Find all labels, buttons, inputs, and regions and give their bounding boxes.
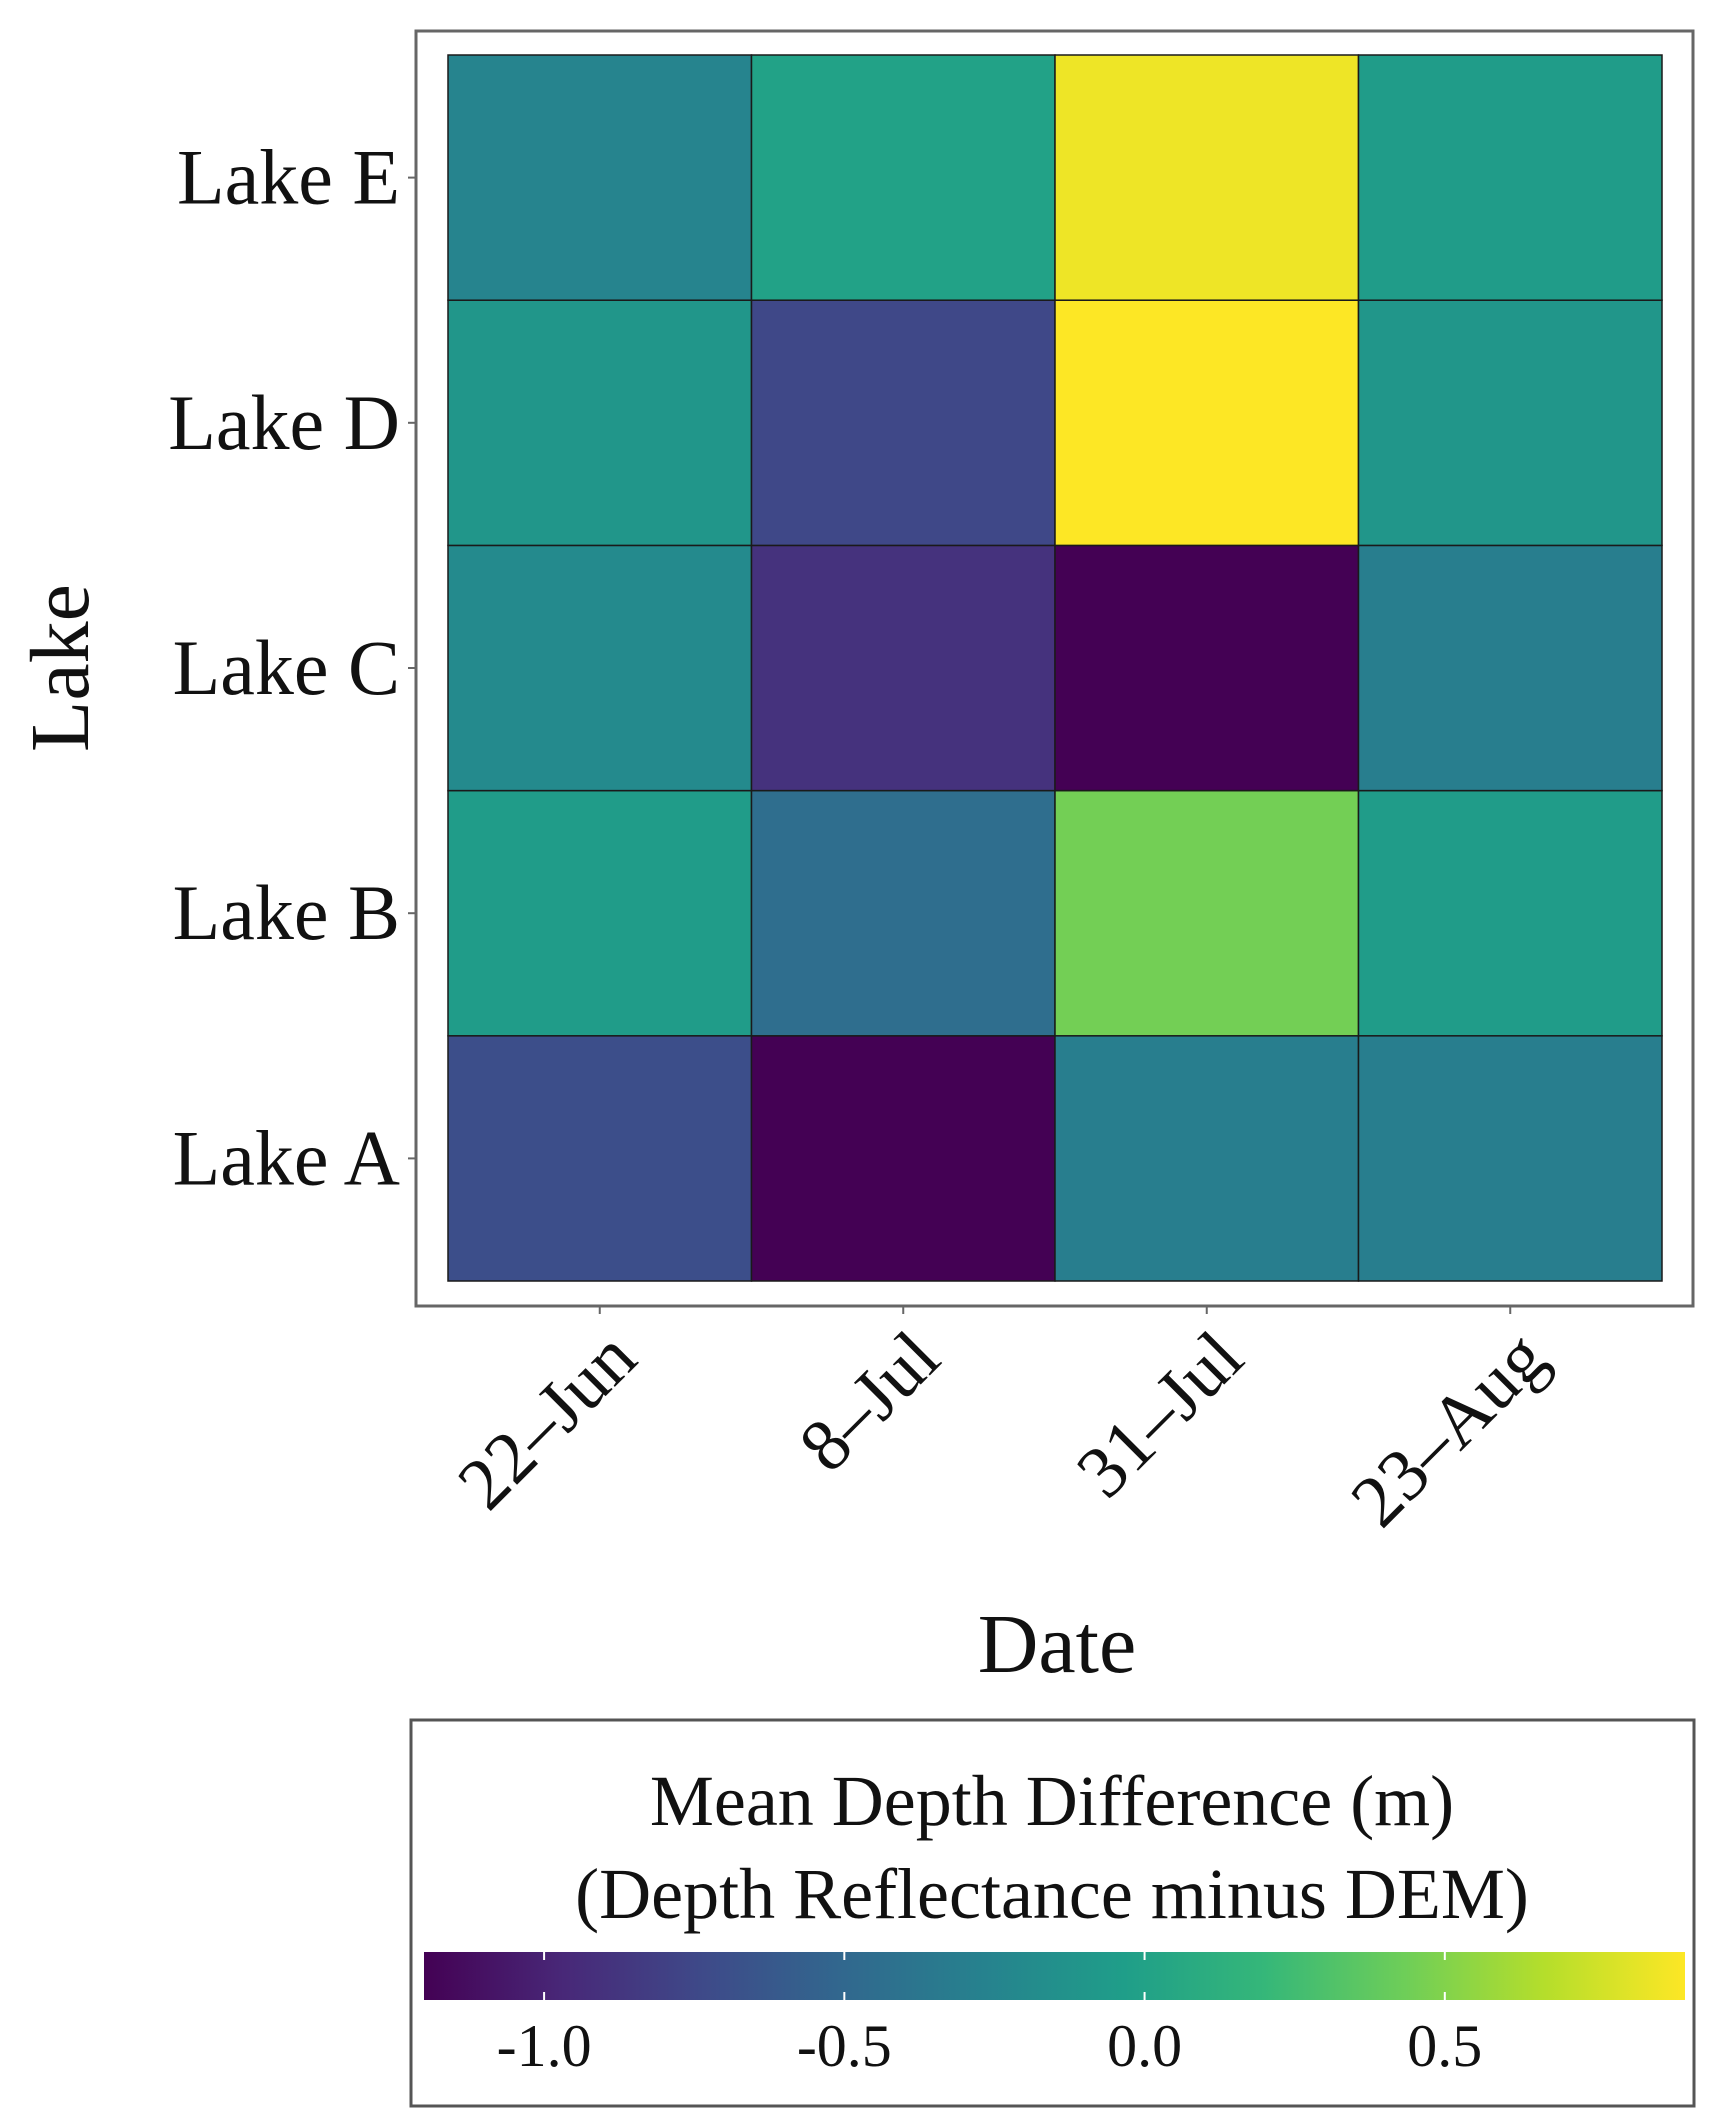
x-tick-label: 22–Jun — [443, 1316, 652, 1525]
heatmap-cells — [447, 54, 1663, 1282]
colorbar-tick-label: -0.5 — [797, 2013, 892, 2079]
y-tick-labels: Lake A Lake B Lake C Lake D Lake E — [168, 134, 400, 1202]
colorbar-tick-label: 0.0 — [1107, 2013, 1182, 2079]
legend-title-line1: Mean Depth Difference (m) — [650, 1761, 1454, 1841]
heatmap-cell-lake-c-3 — [1357, 544, 1663, 792]
heatmap-cell-lake-e-1 — [750, 54, 1056, 301]
heatmap-cell-lake-b-0 — [447, 789, 753, 1037]
heatmap-cell-lake-c-1 — [750, 544, 1056, 792]
x-tick-labels: 22–Jun 8–Jul 31–Jul 23–Aug — [443, 1316, 1563, 1543]
heatmap-cell-lake-b-3 — [1357, 789, 1663, 1037]
legend-title-line2: (Depth Reflectance minus DEM) — [575, 1854, 1529, 1934]
heatmap-cell-lake-e-2 — [1054, 54, 1360, 301]
heatmap-cell-lake-e-0 — [447, 54, 753, 301]
heatmap-cell-lake-d-0 — [447, 299, 753, 547]
heatmap-cell-lake-a-2 — [1054, 1035, 1360, 1282]
y-tick-label: Lake E — [177, 134, 400, 221]
y-tick-label: Lake B — [173, 869, 400, 956]
x-axis-title: Date — [978, 1598, 1137, 1691]
heatmap-cell-lake-d-2 — [1054, 299, 1360, 547]
heatmap-cell-lake-c-0 — [447, 544, 753, 792]
legend-box — [409, 1718, 1696, 2108]
heatmap-cell-lake-d-3 — [1357, 299, 1663, 547]
heatmap-cell-lake-b-1 — [750, 789, 1056, 1037]
tick-marks — [408, 176, 1512, 1314]
heatmap-cell-lake-e-3 — [1357, 54, 1663, 301]
heatmap-cell-lake-a-3 — [1357, 1035, 1663, 1282]
y-tick-label: Lake A — [173, 1114, 400, 1201]
heatmap-cell-lake-b-2 — [1054, 789, 1360, 1037]
colorbar — [424, 1952, 1685, 2000]
heatmap-cell-lake-a-0 — [447, 1035, 753, 1282]
x-tick-label: 23–Aug — [1336, 1316, 1563, 1543]
y-tick-label: Lake D — [168, 379, 400, 466]
heatmap-cell-lake-d-1 — [750, 299, 1056, 547]
x-tick-label: 8–Jul — [784, 1316, 955, 1487]
colorbar-tick-label: -1.0 — [497, 2013, 592, 2079]
heatmap-cell-lake-a-1 — [750, 1035, 1056, 1282]
colorbar-tick-label: 0.5 — [1407, 2013, 1482, 2079]
x-tick-label: 31–Jul — [1061, 1316, 1259, 1514]
heatmap-cell-lake-c-2 — [1054, 544, 1360, 792]
colorbar-ticks: -1.0 -0.5 0.0 0.5 — [497, 1952, 1482, 2079]
y-tick-label: Lake C — [173, 624, 400, 711]
y-axis-title: Lake — [14, 584, 107, 752]
